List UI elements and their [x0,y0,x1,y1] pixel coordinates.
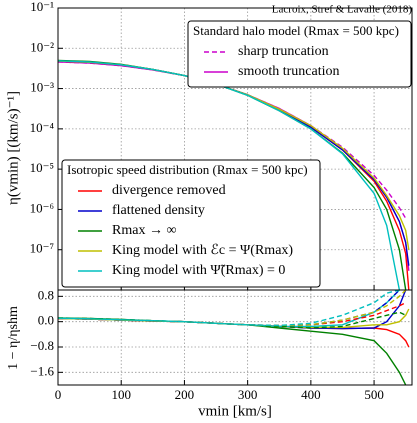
annotation: Lacroix, Stref & Lavalle (2018) [272,4,413,16]
legend-box [61,159,321,288]
legend-label: smooth truncation [238,64,340,79]
y-tick-label: 10⁻⁷ [30,241,54,256]
legend-label: sharp truncation [238,44,329,59]
y-tick-label: 10⁻⁶ [30,200,54,215]
plot-area [58,59,410,290]
y-tick-label: −1.6 [30,363,54,378]
x-axis-label: vmin [km/s] [198,403,272,419]
plot-area [58,290,410,385]
data-line [58,290,407,330]
data-line [58,60,401,290]
legend-label: flattened density [112,203,205,218]
y-tick-label: 10⁻⁴ [30,120,55,135]
frame [57,289,413,386]
x-tick-label: 300 [238,387,258,402]
legend-label: divergence removed [112,183,226,198]
x-tick-label: 100 [111,387,131,402]
legend-label: King model with ℰc = Ψ(Rmax) [112,243,293,258]
y-tick-label: 10⁻² [30,39,54,54]
y-tick-label: 10⁻³ [30,80,54,95]
data-line [58,290,400,328]
y-tick-label: 10⁻¹ [30,0,54,14]
x-tick-label: 400 [301,387,321,402]
legend-title: Isotropic speed distribution (Rmax = 500… [67,162,308,177]
legend-label: Rmax → ∞ [112,223,176,238]
y-tick-label: −0.8 [30,338,54,353]
y-tick-label: 10⁻⁵ [30,160,54,175]
x-tick-label: 0 [55,387,62,402]
x-tick-label: 500 [364,387,384,402]
data-line [58,302,407,327]
x-tick-label: 200 [175,387,195,402]
legend-title: Standard halo model (Rmax = 500 kpc) [193,23,399,38]
y-tick-label: 0.8 [38,287,54,302]
legend-label: King model with Ψ̃(Rmax) = 0 [112,263,285,278]
y-axis-label: η(vmin) [(km/s)⁻¹] [5,91,21,205]
legend-box [187,20,412,88]
y-tick-label: 0.0 [38,313,54,328]
y-axis-label: 1 − η/ηshm [6,306,21,370]
